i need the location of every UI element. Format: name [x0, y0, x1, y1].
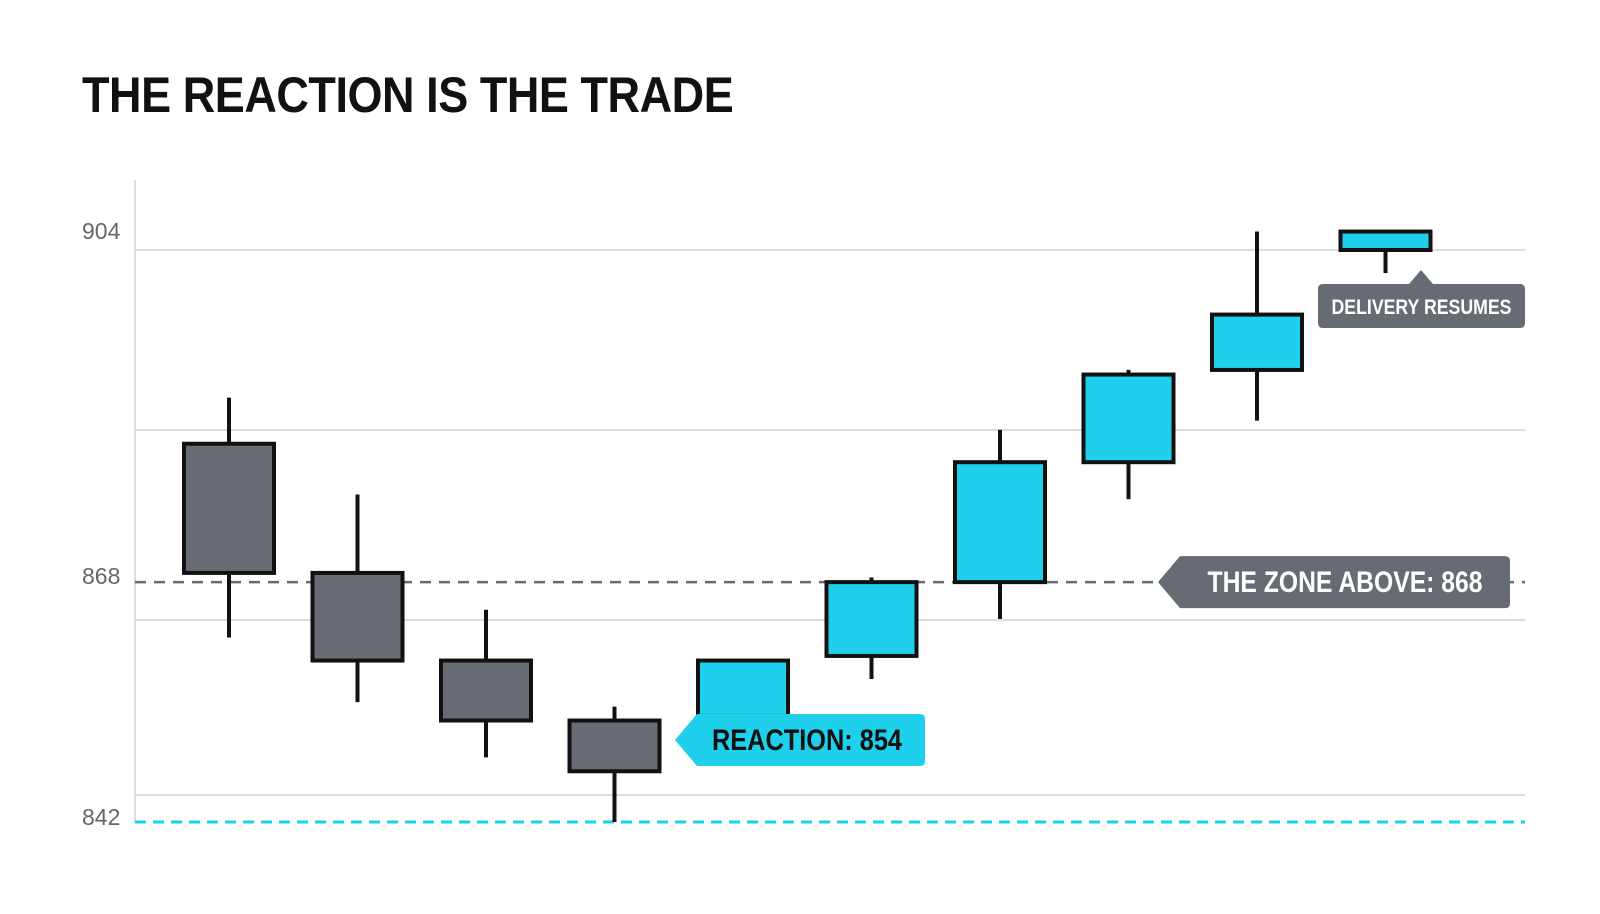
delivery-callout-label: DELIVERY RESUMES [1332, 296, 1512, 319]
candle-body [310, 570, 405, 663]
candle-body [696, 658, 790, 718]
candle-body [439, 658, 533, 723]
zone-callout-label: THE ZONE ABOVE: 868 [1208, 566, 1483, 599]
candle [1338, 229, 1433, 274]
candle [567, 706, 662, 822]
candle [182, 397, 276, 638]
candles [182, 229, 1433, 822]
candle [824, 577, 919, 679]
y-tick-label: 842 [82, 804, 120, 830]
y-tick-label: 868 [82, 563, 120, 589]
candle-body [182, 441, 276, 575]
candle [953, 429, 1047, 620]
candle [439, 609, 533, 758]
reaction-callout-box [675, 714, 925, 766]
zone-callout-box [1158, 556, 1510, 609]
y-tick-label: 904 [82, 218, 121, 244]
candle-body [567, 718, 662, 774]
y-axis-ticks: 842 868 904 [82, 218, 121, 830]
candle-body [1338, 229, 1433, 252]
candle-body [824, 580, 919, 658]
candle [310, 494, 405, 703]
candle-body [1210, 312, 1304, 372]
candle [1081, 369, 1176, 500]
candle [1210, 231, 1304, 421]
candle-body [1081, 372, 1176, 465]
reaction-callout-label: REACTION: 854 [712, 724, 902, 757]
delivery-callout-box [1318, 270, 1525, 328]
candle [696, 658, 790, 718]
candle-body [953, 460, 1047, 585]
callouts: THE ZONE ABOVE: 868 REACTION: 854 DELIVERY… [675, 270, 1525, 766]
chart-title: THE REACTION IS THE TRADE [82, 67, 734, 123]
